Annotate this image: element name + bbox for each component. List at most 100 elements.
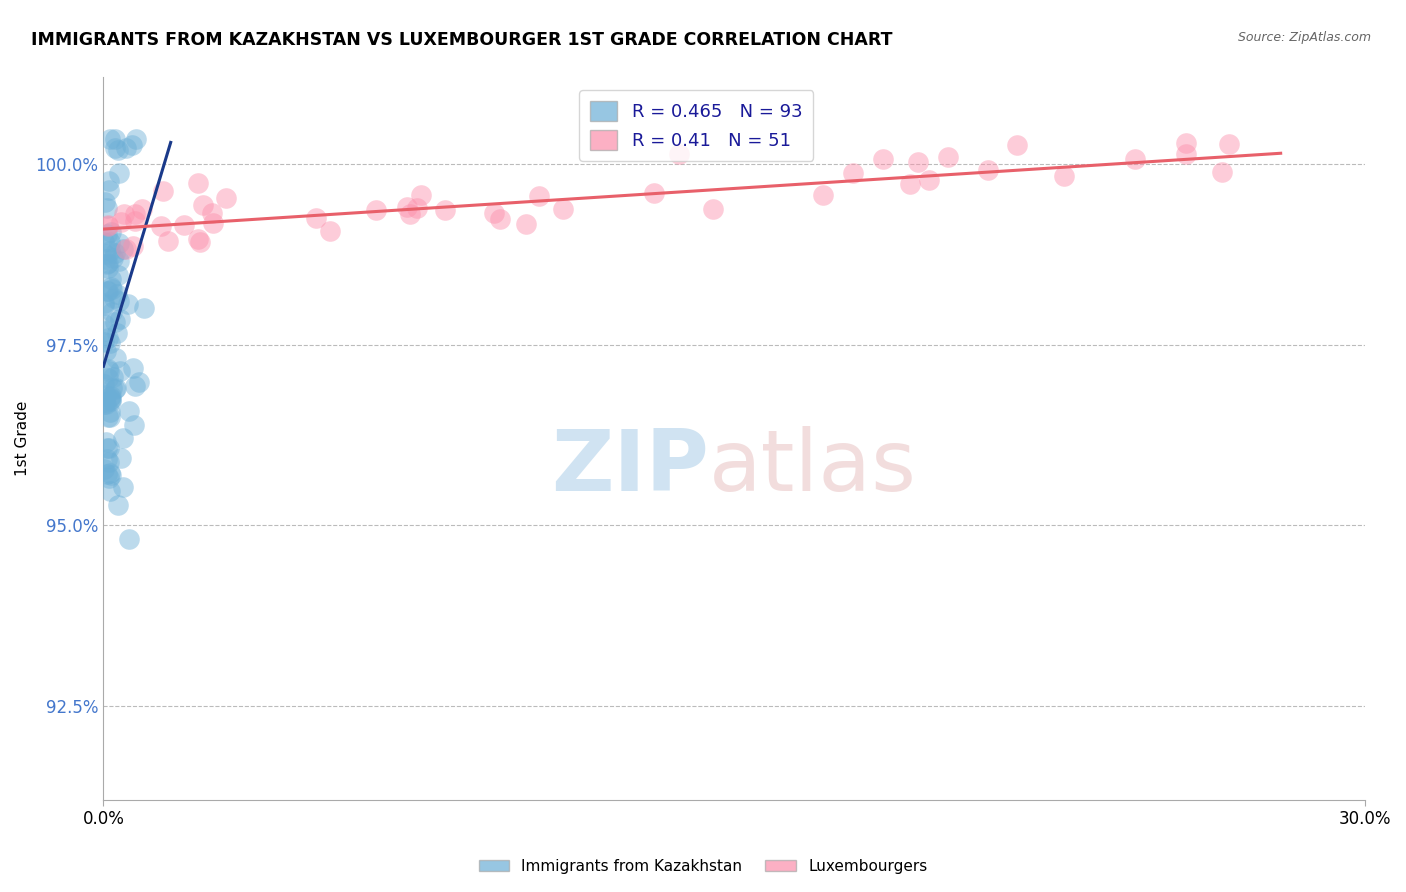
- Point: [98, 405, 121, 419]
- Point: [94, 252, 117, 266]
- Text: IMMIGRANTS FROM KAZAKHSTAN VS LUXEMBOURGER 1ST GRADE CORRELATION CHART: IMMIGRANTS FROM KAZAKHSTAN VS LUXEMBOURG…: [31, 31, 893, 49]
- Point: [97, 284, 120, 298]
- Point: [406, 201, 429, 215]
- Point: [104, 382, 127, 396]
- Point: [188, 235, 211, 249]
- Point: [702, 202, 724, 216]
- Point: [527, 188, 550, 202]
- Point: [110, 450, 132, 465]
- Point: [643, 186, 665, 200]
- Point: [97, 219, 120, 233]
- Point: [482, 206, 505, 220]
- Point: [917, 173, 939, 187]
- Point: [108, 236, 131, 251]
- Point: [366, 203, 388, 218]
- Point: [668, 147, 690, 161]
- Point: [187, 232, 209, 246]
- Point: [107, 498, 129, 512]
- Point: [97, 256, 120, 270]
- Point: [96, 387, 118, 401]
- Point: [100, 467, 122, 481]
- Point: [96, 441, 118, 455]
- Point: [98, 455, 121, 469]
- Point: [93, 334, 115, 349]
- Point: [93, 235, 115, 249]
- Point: [104, 315, 127, 329]
- Point: [108, 311, 131, 326]
- Legend: Immigrants from Kazakhstan, Luxembourgers: Immigrants from Kazakhstan, Luxembourger…: [472, 853, 934, 880]
- Point: [94, 435, 117, 450]
- Point: [515, 217, 537, 231]
- Point: [152, 185, 174, 199]
- Point: [112, 432, 135, 446]
- Point: [1007, 137, 1029, 152]
- Point: [98, 390, 121, 404]
- Point: [98, 442, 121, 456]
- Point: [305, 211, 328, 226]
- Point: [100, 393, 122, 408]
- Point: [907, 155, 929, 169]
- Point: [872, 153, 894, 167]
- Point: [107, 268, 129, 282]
- Point: [125, 132, 148, 146]
- Point: [98, 174, 121, 188]
- Point: [409, 188, 432, 202]
- Point: [100, 280, 122, 294]
- Point: [103, 291, 125, 305]
- Point: [100, 282, 122, 296]
- Point: [132, 301, 155, 316]
- Point: [111, 480, 134, 494]
- Point: [100, 389, 122, 403]
- Point: [104, 141, 127, 155]
- Point: [98, 244, 121, 258]
- Point: [117, 404, 139, 418]
- Point: [100, 272, 122, 286]
- Point: [111, 242, 134, 256]
- Point: [128, 375, 150, 389]
- Point: [900, 177, 922, 191]
- Point: [150, 219, 173, 233]
- Point: [121, 239, 143, 253]
- Point: [1174, 136, 1197, 151]
- Point: [1211, 165, 1233, 179]
- Point: [93, 397, 115, 411]
- Point: [96, 467, 118, 481]
- Point: [97, 371, 120, 385]
- Point: [1053, 169, 1076, 183]
- Point: [98, 364, 121, 378]
- Point: [551, 202, 574, 216]
- Point: [105, 381, 128, 395]
- Point: [94, 343, 117, 358]
- Point: [110, 215, 132, 229]
- Point: [97, 410, 120, 425]
- Point: [191, 198, 214, 212]
- Point: [399, 206, 422, 220]
- Point: [1123, 153, 1146, 167]
- Point: [98, 410, 121, 425]
- Point: [100, 381, 122, 395]
- Point: [96, 397, 118, 411]
- Point: [98, 183, 121, 197]
- Point: [96, 257, 118, 271]
- Point: [976, 163, 998, 178]
- Point: [1218, 136, 1240, 151]
- Point: [98, 483, 121, 498]
- Point: [841, 166, 863, 180]
- Point: [96, 201, 118, 215]
- Point: [114, 242, 136, 256]
- Point: [98, 336, 121, 351]
- Point: [108, 294, 131, 309]
- Point: [124, 214, 146, 228]
- Point: [94, 246, 117, 260]
- Point: [488, 211, 510, 226]
- Point: [110, 364, 132, 378]
- Point: [201, 205, 224, 219]
- Point: [1175, 147, 1198, 161]
- Point: [117, 297, 139, 311]
- Point: [114, 206, 136, 220]
- Point: [215, 191, 238, 205]
- Point: [97, 260, 120, 275]
- Point: [100, 392, 122, 407]
- Point: [108, 166, 131, 180]
- Point: [396, 200, 419, 214]
